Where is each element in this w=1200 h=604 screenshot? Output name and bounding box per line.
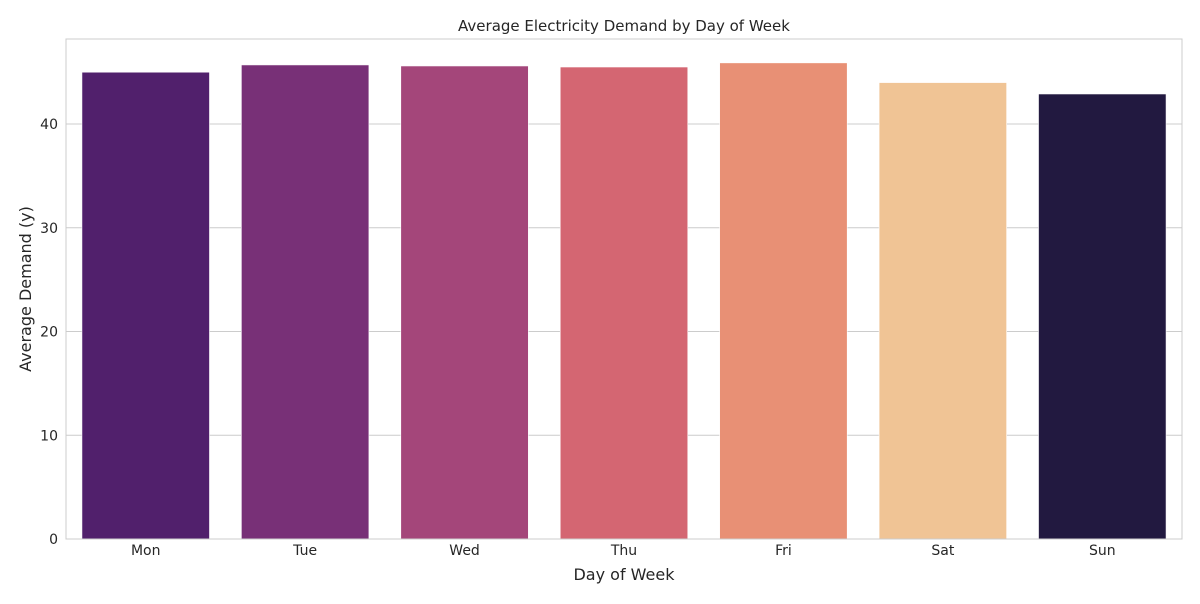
x-tick-label: Fri <box>775 543 792 559</box>
x-tick-label: Sun <box>1089 543 1116 559</box>
y-tick-label: 40 <box>40 117 58 133</box>
bar-thu <box>559 66 689 540</box>
y-tick-label: 0 <box>49 532 58 548</box>
x-tick-label: Thu <box>610 543 637 559</box>
bar-sat <box>878 82 1007 540</box>
y-tick-label: 30 <box>40 221 58 237</box>
bar-fri <box>719 62 848 540</box>
bar-mon <box>81 71 210 540</box>
y-tick-label: 10 <box>40 428 58 444</box>
y-tick-label: 20 <box>40 325 58 341</box>
bar-wed <box>400 65 529 540</box>
y-tick-labels: 0 10 20 30 40 <box>40 117 58 548</box>
x-tick-label: Mon <box>131 543 161 559</box>
bar-tue <box>241 64 370 540</box>
bars <box>81 62 1167 540</box>
x-tick-label: Wed <box>449 543 480 559</box>
x-axis-label: Day of Week <box>573 565 675 584</box>
x-tick-label: Tue <box>292 543 317 559</box>
x-tick-labels: Mon Tue Wed Thu Fri Sat Sun <box>131 543 1116 559</box>
y-axis-label: Average Demand (y) <box>16 206 35 372</box>
bar-sun <box>1038 93 1167 540</box>
chart-title: Average Electricity Demand by Day of Wee… <box>458 17 790 35</box>
plot-frame <box>65 38 1183 540</box>
x-tick-label: Sat <box>931 543 954 559</box>
